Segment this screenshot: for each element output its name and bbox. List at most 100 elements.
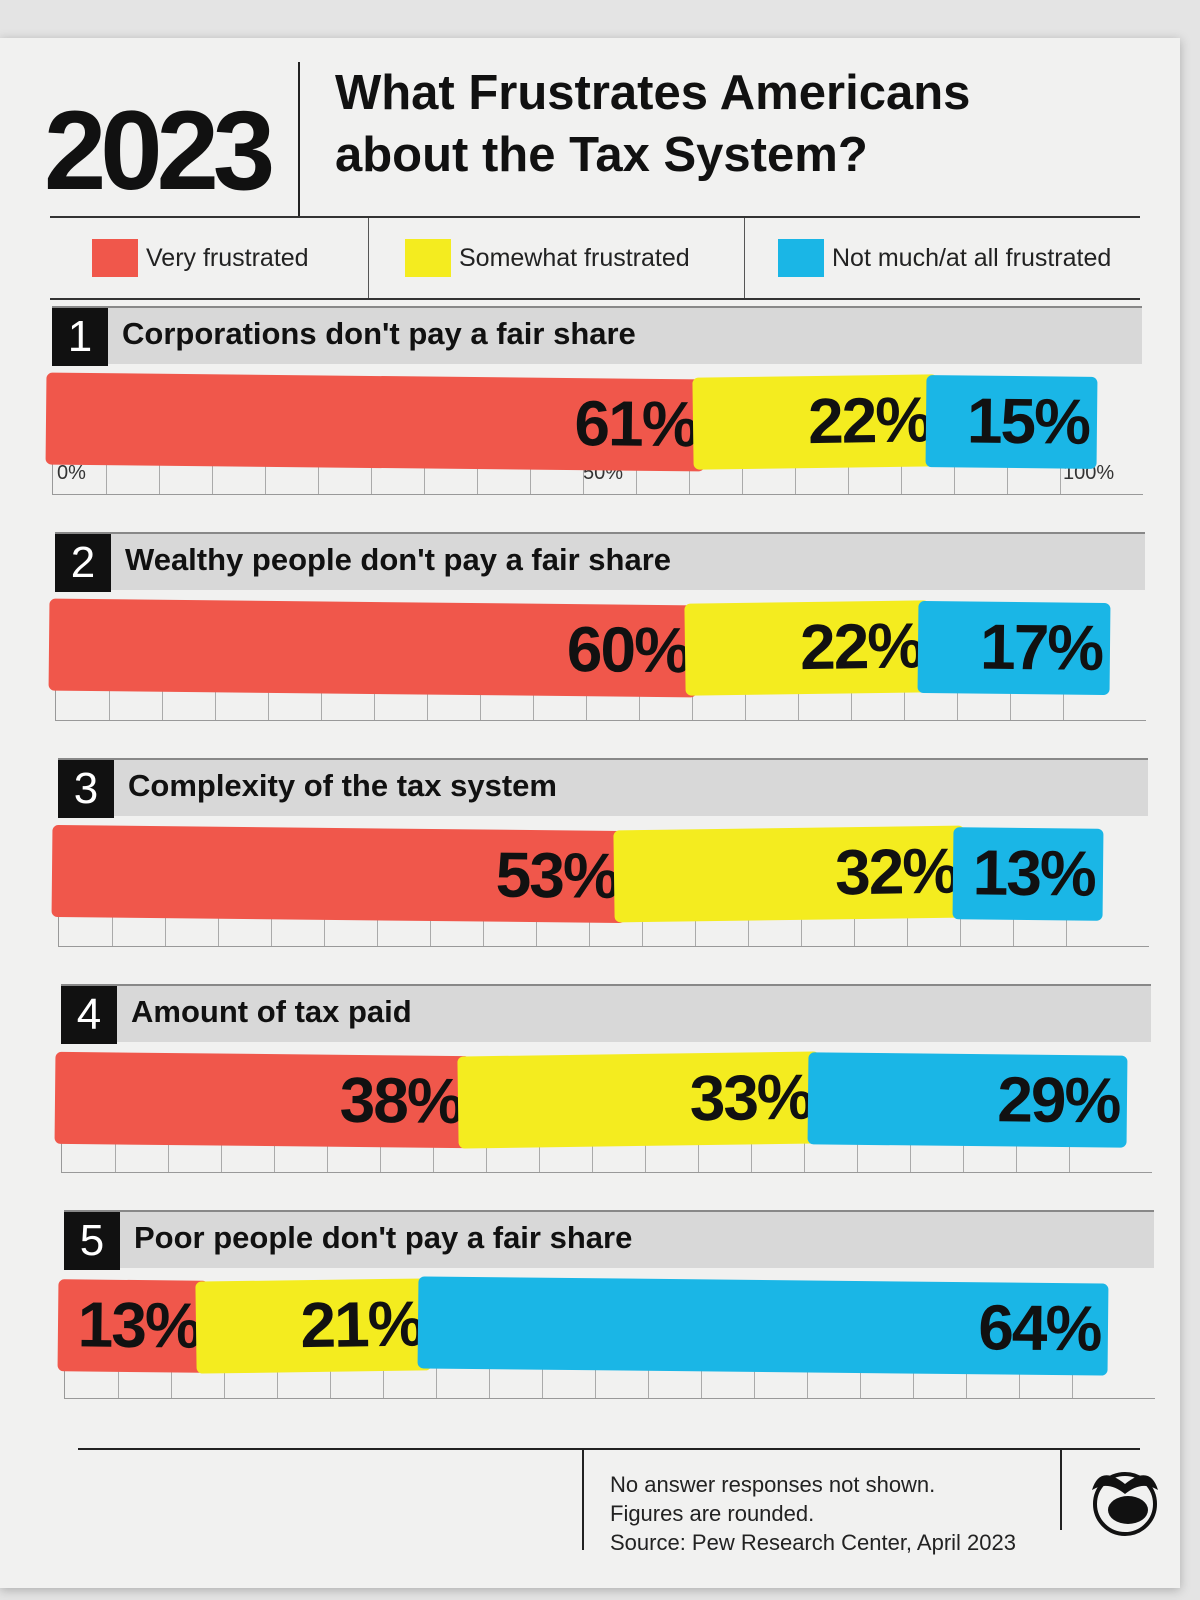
axis-tick (318, 452, 319, 494)
bar-very: 60% (48, 598, 698, 698)
row-label: Complexity of the tax system (128, 768, 557, 803)
bar-somewhat: 21% (195, 1278, 432, 1374)
axis-tick (224, 1356, 225, 1398)
axis-tick (480, 678, 481, 720)
axis-tick (321, 678, 322, 720)
data-label: 53% (495, 838, 619, 912)
data-label: 22% (807, 383, 931, 458)
axis-tick (371, 452, 372, 494)
axis-tick (212, 452, 213, 494)
axis-tick (801, 904, 802, 946)
data-label: 29% (996, 1063, 1120, 1137)
axis-tick (1010, 678, 1011, 720)
axis-tick (583, 452, 584, 494)
data-label: 64% (978, 1291, 1102, 1365)
footer-divider (582, 1450, 584, 1550)
axis-tick (860, 1356, 861, 1398)
axis-tick (430, 904, 431, 946)
chart-row: 3 Complexity of the tax system 53% 32% 13% (51, 758, 1149, 978)
axis-tick (1060, 452, 1061, 494)
tick-label: 0% (57, 462, 86, 484)
title-line-1: What Frustrates Americans (335, 66, 971, 120)
axis-tick (963, 1130, 964, 1172)
legend-label: Not much/at all frustrated (832, 243, 1112, 272)
bar-somewhat: 33% (457, 1051, 821, 1149)
axis-tick (486, 1130, 487, 1172)
axis-tick (539, 1130, 540, 1172)
axis-tick (277, 1356, 278, 1398)
bar-somewhat: 32% (613, 825, 966, 923)
infographic-page: 2023 What Frustrates Americans about the… (0, 38, 1180, 1588)
axis-tick (1069, 1130, 1070, 1172)
bar-not: 13% (952, 827, 1104, 921)
axis-tick (171, 1356, 172, 1398)
row-label: Corporations don't pay a fair share (122, 316, 636, 351)
data-label: 38% (339, 1063, 463, 1138)
axis-tick (913, 1356, 914, 1398)
axis-tick (380, 1130, 381, 1172)
axis-tick (695, 904, 696, 946)
axis-tick (115, 1130, 116, 1172)
bar-not: 15% (925, 375, 1098, 469)
axis-tick (1019, 1356, 1020, 1398)
axis-tick (483, 904, 484, 946)
legend-very: Very frustrated (92, 218, 309, 298)
axis-tick (645, 1130, 646, 1172)
axis-tick (106, 452, 107, 494)
axis-tick (904, 678, 905, 720)
axis-ruler (64, 1350, 1155, 1399)
axis-ruler (55, 672, 1146, 721)
page-title: What Frustrates Americans about the Tax … (335, 62, 970, 186)
axis-tick (854, 904, 855, 946)
axis-tick (265, 452, 266, 494)
legend-divider (368, 218, 369, 298)
row-label: Wealthy people don't pay a fair share (125, 542, 671, 577)
axis-tick (383, 1356, 384, 1398)
axis-tick (745, 678, 746, 720)
axis-tick (1013, 904, 1014, 946)
axis-tick (424, 452, 425, 494)
axis-tick (162, 678, 163, 720)
axis-tick (1016, 1130, 1017, 1172)
footer-note: Figures are rounded. (610, 1501, 815, 1526)
legend-label: Very frustrated (146, 243, 309, 272)
axis-tick (327, 1130, 328, 1172)
axis-tick (851, 678, 852, 720)
axis-tick (542, 1356, 543, 1398)
legend-swatch-very (92, 239, 138, 277)
bar-very: 61% (45, 372, 706, 472)
axis-tick (592, 1130, 593, 1172)
legend-somewhat: Somewhat frustrated (405, 218, 690, 298)
data-label: 21% (299, 1287, 423, 1362)
data-label: 60% (566, 613, 690, 687)
bar-very: 13% (57, 1279, 209, 1373)
chart-row: 5 Poor people don't pay a fair share 13%… (57, 1210, 1155, 1430)
data-label: 22% (799, 609, 923, 684)
axis-tick (533, 678, 534, 720)
axis-tick (218, 904, 219, 946)
data-label: 13% (77, 1288, 201, 1362)
legend: Very frustrated Somewhat frustrated Not … (50, 216, 1140, 300)
axis-tick (807, 1356, 808, 1398)
row-label: Poor people don't pay a fair share (134, 1220, 633, 1255)
chart-row: 2 Wealthy people don't pay a fair share … (48, 532, 1146, 752)
axis-tick (636, 452, 637, 494)
axis-tick (589, 904, 590, 946)
axis-tick (436, 1356, 437, 1398)
axis-tick (742, 452, 743, 494)
axis-tick (692, 678, 693, 720)
data-label: 61% (574, 387, 697, 461)
axis-tick (595, 1356, 596, 1398)
axis-tick (954, 452, 955, 494)
row-number: 4 (61, 986, 117, 1044)
row-header: 3 Complexity of the tax system (58, 758, 1148, 818)
axis-tick (1063, 678, 1064, 720)
axis-tick (689, 452, 690, 494)
axis-tick (642, 904, 643, 946)
row-header: 1 Corporations don't pay a fair share (52, 306, 1142, 366)
data-label: 33% (688, 1060, 813, 1135)
axis-tick (330, 1356, 331, 1398)
row-number: 2 (55, 534, 111, 592)
axis-tick (268, 678, 269, 720)
legend-swatch-somewhat (405, 239, 451, 277)
